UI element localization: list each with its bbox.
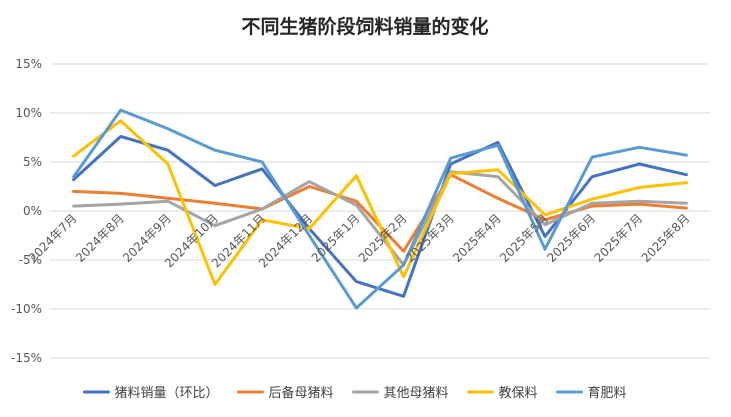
series-line [72, 135, 688, 298]
legend-item: 其他母猪料 [352, 386, 449, 401]
legend-label: 猪料销量（环比） [115, 386, 219, 401]
x-tick-label: 2024年8月 [73, 211, 127, 265]
legend-label: 育肥料 [588, 385, 627, 401]
x-tick-label: 2025年4月 [450, 211, 504, 265]
legend: 猪料销量（环比） 后备母猪料 其他母猪料 教保料 育肥料 [83, 385, 627, 401]
grid-lines [50, 63, 710, 359]
legend-item: 后备母猪料 [237, 385, 334, 401]
x-axis-ticks: 2024年7月2024年8月2024年9月2024年10月2024年11月202… [26, 211, 693, 270]
y-tick-label: -10% [11, 302, 42, 316]
y-tick-label: 15% [15, 57, 42, 71]
legend-label: 教保料 [499, 385, 538, 401]
series-lines [72, 108, 688, 310]
legend-item: 猪料销量（环比） [83, 386, 219, 401]
x-tick-label: 2025年6月 [544, 211, 598, 265]
series-line [72, 108, 688, 310]
y-tick-label: 10% [15, 106, 42, 120]
x-tick-label: 2025年5月 [497, 211, 551, 265]
legend-item: 教保料 [467, 385, 538, 401]
x-tick-label: 2024年7月 [26, 211, 80, 265]
series-line [72, 170, 688, 267]
legend-item: 育肥料 [556, 385, 627, 401]
x-tick-label: 2025年7月 [592, 211, 646, 265]
legend-label: 其他母猪料 [384, 386, 449, 401]
y-axis-ticks: 15% 10% 5% 0% -5% -10% -15% [11, 57, 42, 365]
x-tick-label: 2025年8月 [639, 211, 693, 265]
chart-title: 不同生猪阶段饲料销量的变化 [241, 15, 488, 38]
x-tick-label: 2025年2月 [356, 211, 410, 265]
legend-label: 后备母猪料 [269, 385, 334, 401]
y-tick-label: -5% [19, 253, 42, 267]
y-tick-label: -15% [11, 351, 42, 365]
y-tick-label: 5% [23, 155, 42, 169]
series-line [72, 119, 688, 286]
y-tick-label: 0% [23, 204, 42, 218]
